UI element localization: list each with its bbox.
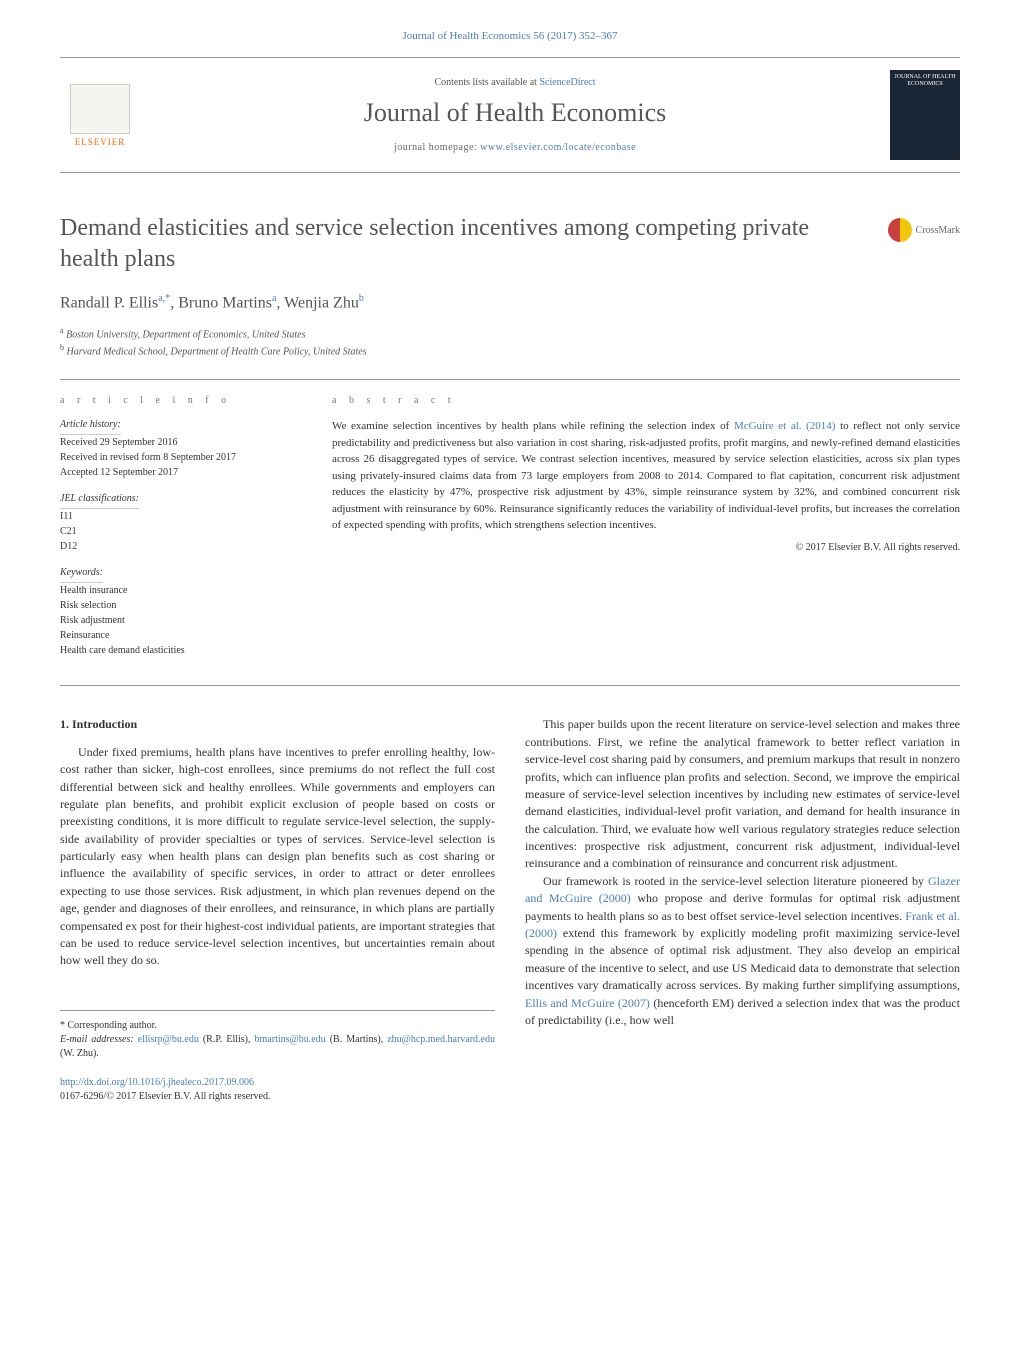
crossmark-icon bbox=[888, 218, 912, 242]
abstract-copyright: © 2017 Elsevier B.V. All rights reserved… bbox=[332, 542, 960, 553]
authors-line: Randall P. Ellisa,*, Bruno Martinsa, Wen… bbox=[60, 293, 960, 312]
abstract-column: a b s t r a c t We examine selection inc… bbox=[312, 380, 960, 685]
email-2-name: (B. Martins), bbox=[326, 1034, 388, 1045]
keywords-title: Keywords: bbox=[60, 566, 103, 583]
section-1-heading: 1. Introduction bbox=[60, 716, 495, 733]
crossmark-label: CrossMark bbox=[916, 224, 960, 237]
col2-p2c: extend this framework by explicitly mode… bbox=[525, 926, 960, 992]
email-label: E-mail addresses: bbox=[60, 1034, 138, 1045]
kw-2: Risk selection bbox=[60, 599, 297, 613]
article-info-column: a r t i c l e i n f o Article history: R… bbox=[60, 380, 312, 685]
elsevier-logo: ELSEVIER bbox=[60, 75, 140, 155]
col2-para2: Our framework is rooted in the service-l… bbox=[525, 873, 960, 1030]
body-col-right: This paper builds upon the recent litera… bbox=[525, 716, 960, 1103]
affil-a-sup: a bbox=[60, 326, 64, 335]
author-3: Wenjia Zhu bbox=[284, 295, 359, 312]
article-info-heading: a r t i c l e i n f o bbox=[60, 395, 297, 406]
issn-copyright: 0167-6296/© 2017 Elsevier B.V. All right… bbox=[60, 1090, 495, 1104]
abstract-heading: a b s t r a c t bbox=[332, 395, 960, 406]
homepage-prefix: journal homepage: bbox=[394, 142, 480, 153]
elsevier-label: ELSEVIER bbox=[75, 137, 126, 147]
journal-cover-thumbnail: JOURNAL OF HEALTH ECONOMICS bbox=[890, 70, 960, 160]
article-title-text: Demand elasticities and service selectio… bbox=[60, 215, 809, 272]
journal-name: Journal of Health Economics bbox=[140, 98, 890, 128]
page-header-citation: Journal of Health Economics 56 (2017) 35… bbox=[60, 30, 960, 42]
crossmark-badge[interactable]: CrossMark bbox=[888, 218, 960, 242]
author-3-sup: b bbox=[359, 293, 364, 304]
history-received: Received 29 September 2016 bbox=[60, 436, 297, 450]
article-title: Demand elasticities and service selectio… bbox=[60, 213, 960, 275]
body-columns: 1. Introduction Under fixed premiums, he… bbox=[60, 716, 960, 1103]
email-line: E-mail addresses: ellisrp@bu.edu (R.P. E… bbox=[60, 1033, 495, 1061]
kw-3: Risk adjustment bbox=[60, 614, 297, 628]
journal-homepage-line: journal homepage: www.elsevier.com/locat… bbox=[140, 142, 890, 153]
affiliations: a Boston University, Department of Econo… bbox=[60, 325, 960, 360]
jel-1: I11 bbox=[60, 510, 297, 524]
kw-5: Health care demand elasticities bbox=[60, 644, 297, 658]
journal-header-box: ELSEVIER Contents lists available at Sci… bbox=[60, 57, 960, 173]
contents-available-line: Contents lists available at ScienceDirec… bbox=[140, 77, 890, 88]
history-revised: Received in revised form 8 September 201… bbox=[60, 451, 297, 465]
email-2[interactable]: bmartins@bu.edu bbox=[255, 1034, 326, 1045]
jel-3: D12 bbox=[60, 540, 297, 554]
homepage-link[interactable]: www.elsevier.com/locate/econbase bbox=[480, 142, 636, 153]
history-accepted: Accepted 12 September 2017 bbox=[60, 466, 297, 480]
kw-1: Health insurance bbox=[60, 584, 297, 598]
abstract-text: We examine selection incentives by healt… bbox=[332, 418, 960, 534]
contents-prefix: Contents lists available at bbox=[434, 77, 539, 88]
author-1-sup: a,* bbox=[158, 293, 170, 304]
jel-title: JEL classifications: bbox=[60, 492, 139, 509]
email-1-name: (R.P. Ellis), bbox=[199, 1034, 255, 1045]
history-title: Article history: bbox=[60, 418, 121, 435]
doi-link[interactable]: http://dx.doi.org/10.1016/j.jhealeco.201… bbox=[60, 1077, 254, 1088]
footer-block: * Corresponding author. E-mail addresses… bbox=[60, 1010, 495, 1104]
col1-para1: Under fixed premiums, health plans have … bbox=[60, 744, 495, 970]
body-col-left: 1. Introduction Under fixed premiums, he… bbox=[60, 716, 495, 1103]
email-1[interactable]: ellisrp@bu.edu bbox=[138, 1034, 199, 1045]
abstract-ref-1[interactable]: McGuire et al. (2014) bbox=[734, 420, 836, 432]
email-3[interactable]: zhu@hcp.med.harvard.edu bbox=[387, 1034, 495, 1045]
email-3-name: (W. Zhu). bbox=[60, 1048, 99, 1059]
affil-b-sup: b bbox=[60, 343, 64, 352]
abstract-part2: to reflect not only service predictabili… bbox=[332, 420, 960, 531]
col2-ref3[interactable]: Ellis and McGuire (2007) bbox=[525, 996, 650, 1010]
col2-para1: This paper builds upon the recent litera… bbox=[525, 716, 960, 873]
cover-title: JOURNAL OF HEALTH ECONOMICS bbox=[894, 74, 956, 88]
affil-b-text: Harvard Medical School, Department of He… bbox=[67, 346, 367, 357]
col2-p2a: Our framework is rooted in the service-l… bbox=[543, 874, 928, 888]
author-2-sup: a bbox=[272, 293, 276, 304]
elsevier-tree-icon bbox=[70, 84, 130, 134]
sciencedirect-link[interactable]: ScienceDirect bbox=[539, 77, 595, 88]
corresponding-author: * Corresponding author. bbox=[60, 1019, 495, 1033]
kw-4: Reinsurance bbox=[60, 629, 297, 643]
abstract-part1: We examine selection incentives by healt… bbox=[332, 420, 734, 432]
author-2: Bruno Martins bbox=[178, 295, 272, 312]
affil-a-text: Boston University, Department of Economi… bbox=[66, 329, 305, 340]
info-abstract-row: a r t i c l e i n f o Article history: R… bbox=[60, 379, 960, 686]
jel-2: C21 bbox=[60, 525, 297, 539]
author-1: Randall P. Ellis bbox=[60, 295, 158, 312]
